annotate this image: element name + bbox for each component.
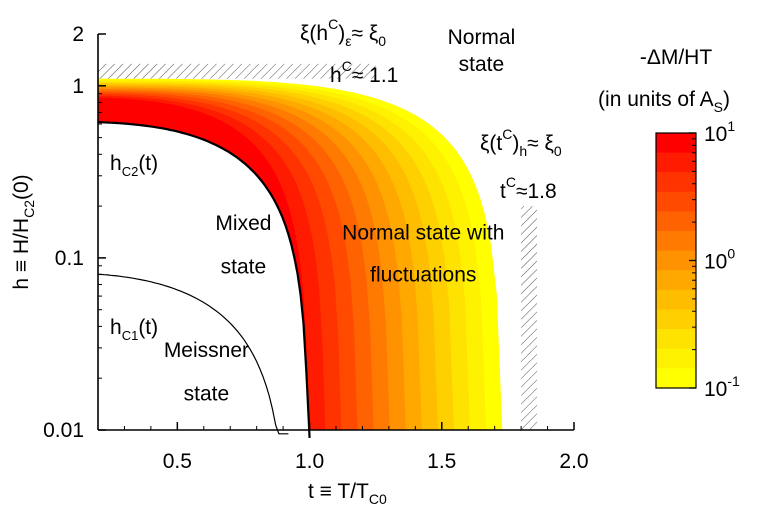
region-label: state [184,383,230,406]
colorbar-swatch [656,152,696,173]
xi-h-annotation: ξ(hC)ε≈ ξ0 [300,16,386,49]
xi-h-sub: ε [345,33,351,49]
colorbar-tick-label: 100 [704,246,735,274]
y-tick-label: 0.1 [55,247,84,270]
x-axis-label: t ≡ T/TC0 [308,480,387,507]
colorbar-swatch [656,309,696,330]
y-axis-label-tail: (0) [10,174,33,200]
region-label: Meissner [164,339,249,362]
colorbar-tick-label: 101 [704,118,735,146]
colorbar-swatch [656,289,696,311]
colorbar-swatch [656,231,696,252]
xi-t-close: ) [512,132,519,155]
region-label: Mixed [215,212,271,235]
y-axis-label: h ≡ H/HC2(0) [10,174,37,289]
xi-t-annotation: ξ(tC)h≈ ξ0 [480,126,562,159]
colorbar-swatch [656,250,696,271]
xi-t-tail: ≈ ξ [527,132,554,155]
region-label: Normal [448,26,516,49]
h-limit-annotation: hC≈ 1.1 [330,58,398,87]
xi-h-tail: ≈ ξ [351,22,378,45]
hc2-label-sub: C2 [122,164,139,179]
y-axis-ticks: 0.01 0.1 1 2 [43,23,106,442]
region-label: state [459,53,505,76]
hc1-label-sub: C1 [122,328,139,343]
hc1-label-tail: (t) [138,316,158,339]
y-tick-label: 1 [72,75,84,98]
h-limit-hatch [98,63,376,79]
region-label: state [221,256,267,279]
superconducting-region [98,122,310,438]
x-axis-ticks: 0.5 1.0 1.5 2.0 [123,422,589,473]
x-axis-label-sub: C0 [369,491,387,507]
colorbar-swatch [656,211,696,232]
x-tick-label: 0.5 [163,450,192,473]
y-tick-label: 2 [72,23,84,46]
colorbar-swatch [656,368,696,389]
t-limit-sup: C [506,174,516,190]
xi-t-main: ξ(t [480,132,502,155]
x-axis-label-main: t ≡ T/T [308,480,369,503]
hc2-label: hC2(t) [110,152,158,179]
t-limit-tail: ≈1.8 [516,180,557,203]
y-axis-label-sub: C2 [21,200,37,218]
colorbar-swatch [656,348,696,369]
colorbar-title-line2-main: (in units of A [598,88,714,111]
x-tick-label: 1.0 [295,450,324,473]
hc1-curve [97,273,289,435]
h-limit-tail: ≈ 1.1 [352,64,399,87]
region-label: fluctuations [370,263,476,286]
colorbar-tick-label: 10-1 [704,373,740,401]
x-tick-label: 1.5 [427,450,456,473]
x-tick-label: 2.0 [559,450,588,473]
region-labels: Normal state Mixed state Normal state with fl… [164,26,515,406]
colorbar-swatch [656,270,696,291]
t-limit-main: t [500,180,506,203]
region-label: Normal state with [342,221,504,244]
xi-h-sup: C [328,16,338,32]
t-limit-annotation: tC≈1.8 [500,174,557,203]
xi-t-sub2: 0 [554,143,562,159]
t-limit-hatch [521,206,537,430]
colorbar-title-line2: (in units of AS) [598,88,730,115]
h-limit-main: h [330,64,342,87]
colorbar-swatch [656,191,696,213]
hc2-curve [97,121,311,438]
colorbar: 101 100 10-1 [655,118,740,401]
xi-h-sub2: 0 [378,33,386,49]
colorbar-swatch [656,172,696,193]
hc2-label-tail: (t) [138,152,158,175]
plot-overlays [97,63,537,438]
y-tick-label: 0.01 [43,419,84,442]
xi-h-main: ξ(h [300,22,328,45]
xi-t-sup: C [502,126,512,142]
hc2-label-main: h [110,152,122,175]
y-axis-label-main: h ≡ H/H [10,218,33,290]
xi-h-close: ) [338,22,345,45]
colorbar-swatch [656,133,696,154]
xi-t-sub: h [519,143,527,159]
hc1-label: hC1(t) [110,316,158,343]
hc1-label-main: h [110,316,122,339]
colorbar-title-line1: -ΔM/HT [640,46,713,69]
colorbar-title-line2-sub: S [714,99,723,115]
colorbar-title-line2-tail: ) [723,88,730,111]
colorbar-swatch [656,329,696,350]
h-limit-sup: C [342,58,352,74]
